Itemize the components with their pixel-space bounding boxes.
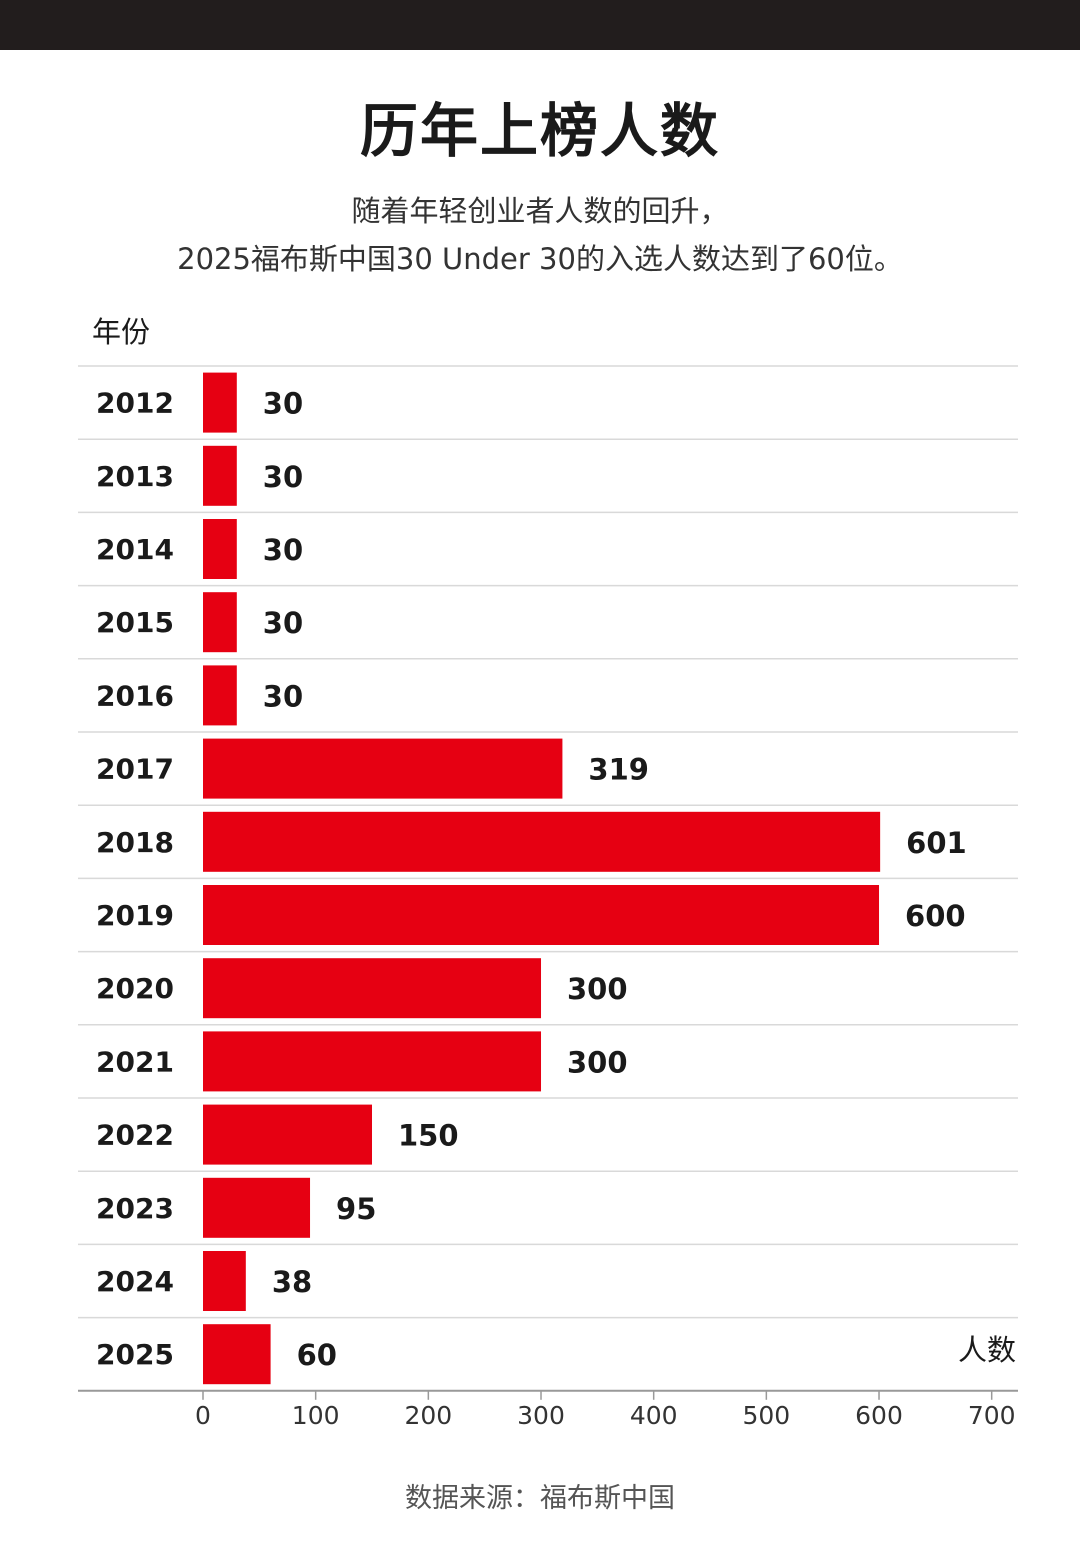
value-label: 60: [297, 1338, 337, 1372]
year-label: 2024: [96, 1265, 174, 1298]
year-label: 2018: [96, 826, 174, 859]
year-label: 2015: [96, 606, 174, 639]
value-label: 30: [263, 679, 303, 713]
year-label: 2014: [96, 533, 174, 566]
x-tick-label: 0: [195, 1401, 211, 1430]
x-tick-label: 100: [292, 1401, 340, 1430]
year-label: 2025: [96, 1338, 174, 1371]
bar-2022: [203, 1104, 373, 1165]
value-label: 600: [905, 899, 966, 933]
year-label: 2016: [96, 679, 174, 712]
bar-2018: [203, 811, 881, 872]
value-label: 319: [588, 753, 649, 787]
value-label: 30: [263, 606, 303, 640]
subtitle-line-1: 随着年轻创业者人数的回升，: [351, 194, 729, 228]
y-axis-title: 年份: [92, 315, 150, 349]
year-label: 2017: [96, 753, 174, 786]
bar-2025: [203, 1324, 271, 1385]
data-source: 数据来源：福布斯中国: [405, 1483, 675, 1514]
value-label: 95: [336, 1192, 376, 1226]
year-label: 2023: [96, 1192, 174, 1225]
x-axis-title: 人数: [958, 1333, 1016, 1367]
value-label: 300: [567, 1045, 628, 1079]
bar-2020: [203, 958, 542, 1019]
x-tick-label: 400: [630, 1401, 678, 1430]
page-title: 历年上榜人数: [359, 97, 720, 165]
value-label: 601: [906, 826, 967, 860]
value-label: 30: [263, 387, 303, 421]
year-label: 2019: [96, 899, 174, 932]
bar-2014: [203, 519, 237, 579]
bar-2023: [203, 1177, 311, 1238]
x-tick-label: 500: [742, 1401, 790, 1430]
value-label: 300: [567, 972, 628, 1006]
subtitle-line-2: 2025福布斯中国30 Under 30的入选人数达到了60位。: [177, 242, 903, 276]
x-tick-label: 200: [404, 1401, 452, 1430]
year-label: 2021: [96, 1045, 174, 1078]
year-label: 2012: [96, 387, 174, 420]
bar-2015: [203, 592, 237, 653]
bar-2012: [203, 372, 237, 433]
value-label: 150: [398, 1119, 459, 1153]
year-label: 2020: [96, 972, 174, 1005]
value-label: 30: [263, 533, 303, 567]
x-tick-label: 700: [968, 1401, 1016, 1430]
bar-2021: [203, 1031, 542, 1092]
top-band: [0, 0, 1080, 50]
x-tick-label: 300: [517, 1401, 565, 1430]
bar-2024: [203, 1251, 246, 1311]
bar-2019: [203, 885, 880, 945]
x-tick-label: 600: [855, 1401, 903, 1430]
bar-2017: [203, 738, 563, 799]
bar-2016: [203, 665, 237, 726]
value-label: 38: [272, 1265, 312, 1299]
year-label: 2013: [96, 460, 174, 493]
year-label: 2022: [96, 1119, 174, 1152]
bar-2013: [203, 445, 237, 506]
value-label: 30: [263, 460, 303, 494]
